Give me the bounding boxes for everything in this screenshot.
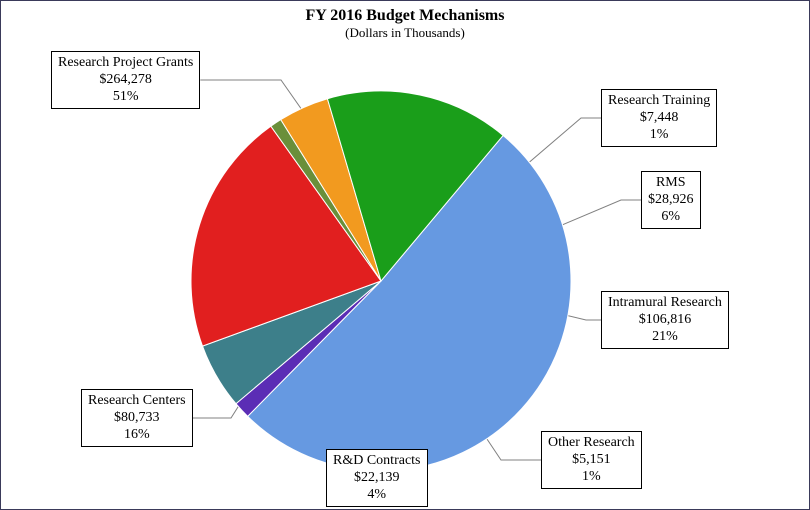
label-name: Research Centers xyxy=(88,392,186,409)
label-box-rms: RMS$28,9266% xyxy=(641,171,701,229)
label-name: Other Research xyxy=(548,434,635,451)
label-box-rc: Research Centers$80,73316% xyxy=(81,389,193,447)
label-dollars: $5,151 xyxy=(548,451,635,468)
pie-slices xyxy=(191,91,571,471)
label-box-rt: Research Training$7,4481% xyxy=(601,89,717,147)
label-box-or: Other Research$5,1511% xyxy=(541,431,642,489)
label-dollars: $22,139 xyxy=(333,469,421,486)
label-percent: 4% xyxy=(333,486,421,503)
label-name: Research Project Grants xyxy=(58,54,193,71)
label-box-ir: Intramural Research$106,81621% xyxy=(601,291,729,349)
label-name: Research Training xyxy=(608,92,710,109)
label-percent: 6% xyxy=(648,208,694,225)
label-percent: 16% xyxy=(88,426,186,443)
chart-frame: FY 2016 Budget Mechanisms (Dollars in Th… xyxy=(0,0,810,510)
label-percent: 1% xyxy=(548,468,635,485)
label-percent: 1% xyxy=(608,126,710,143)
label-box-rdc: R&D Contracts$22,1394% xyxy=(326,449,428,507)
label-percent: 51% xyxy=(58,88,193,105)
label-name: Intramural Research xyxy=(608,294,722,311)
label-name: R&D Contracts xyxy=(333,452,421,469)
label-dollars: $7,448 xyxy=(608,109,710,126)
label-dollars: $264,278 xyxy=(58,71,193,88)
label-dollars: $106,816 xyxy=(608,311,722,328)
label-percent: 21% xyxy=(608,328,722,345)
label-name: RMS xyxy=(648,174,694,191)
label-dollars: $80,733 xyxy=(88,409,186,426)
label-box-rpg: Research Project Grants$264,27851% xyxy=(51,51,200,109)
label-dollars: $28,926 xyxy=(648,191,694,208)
